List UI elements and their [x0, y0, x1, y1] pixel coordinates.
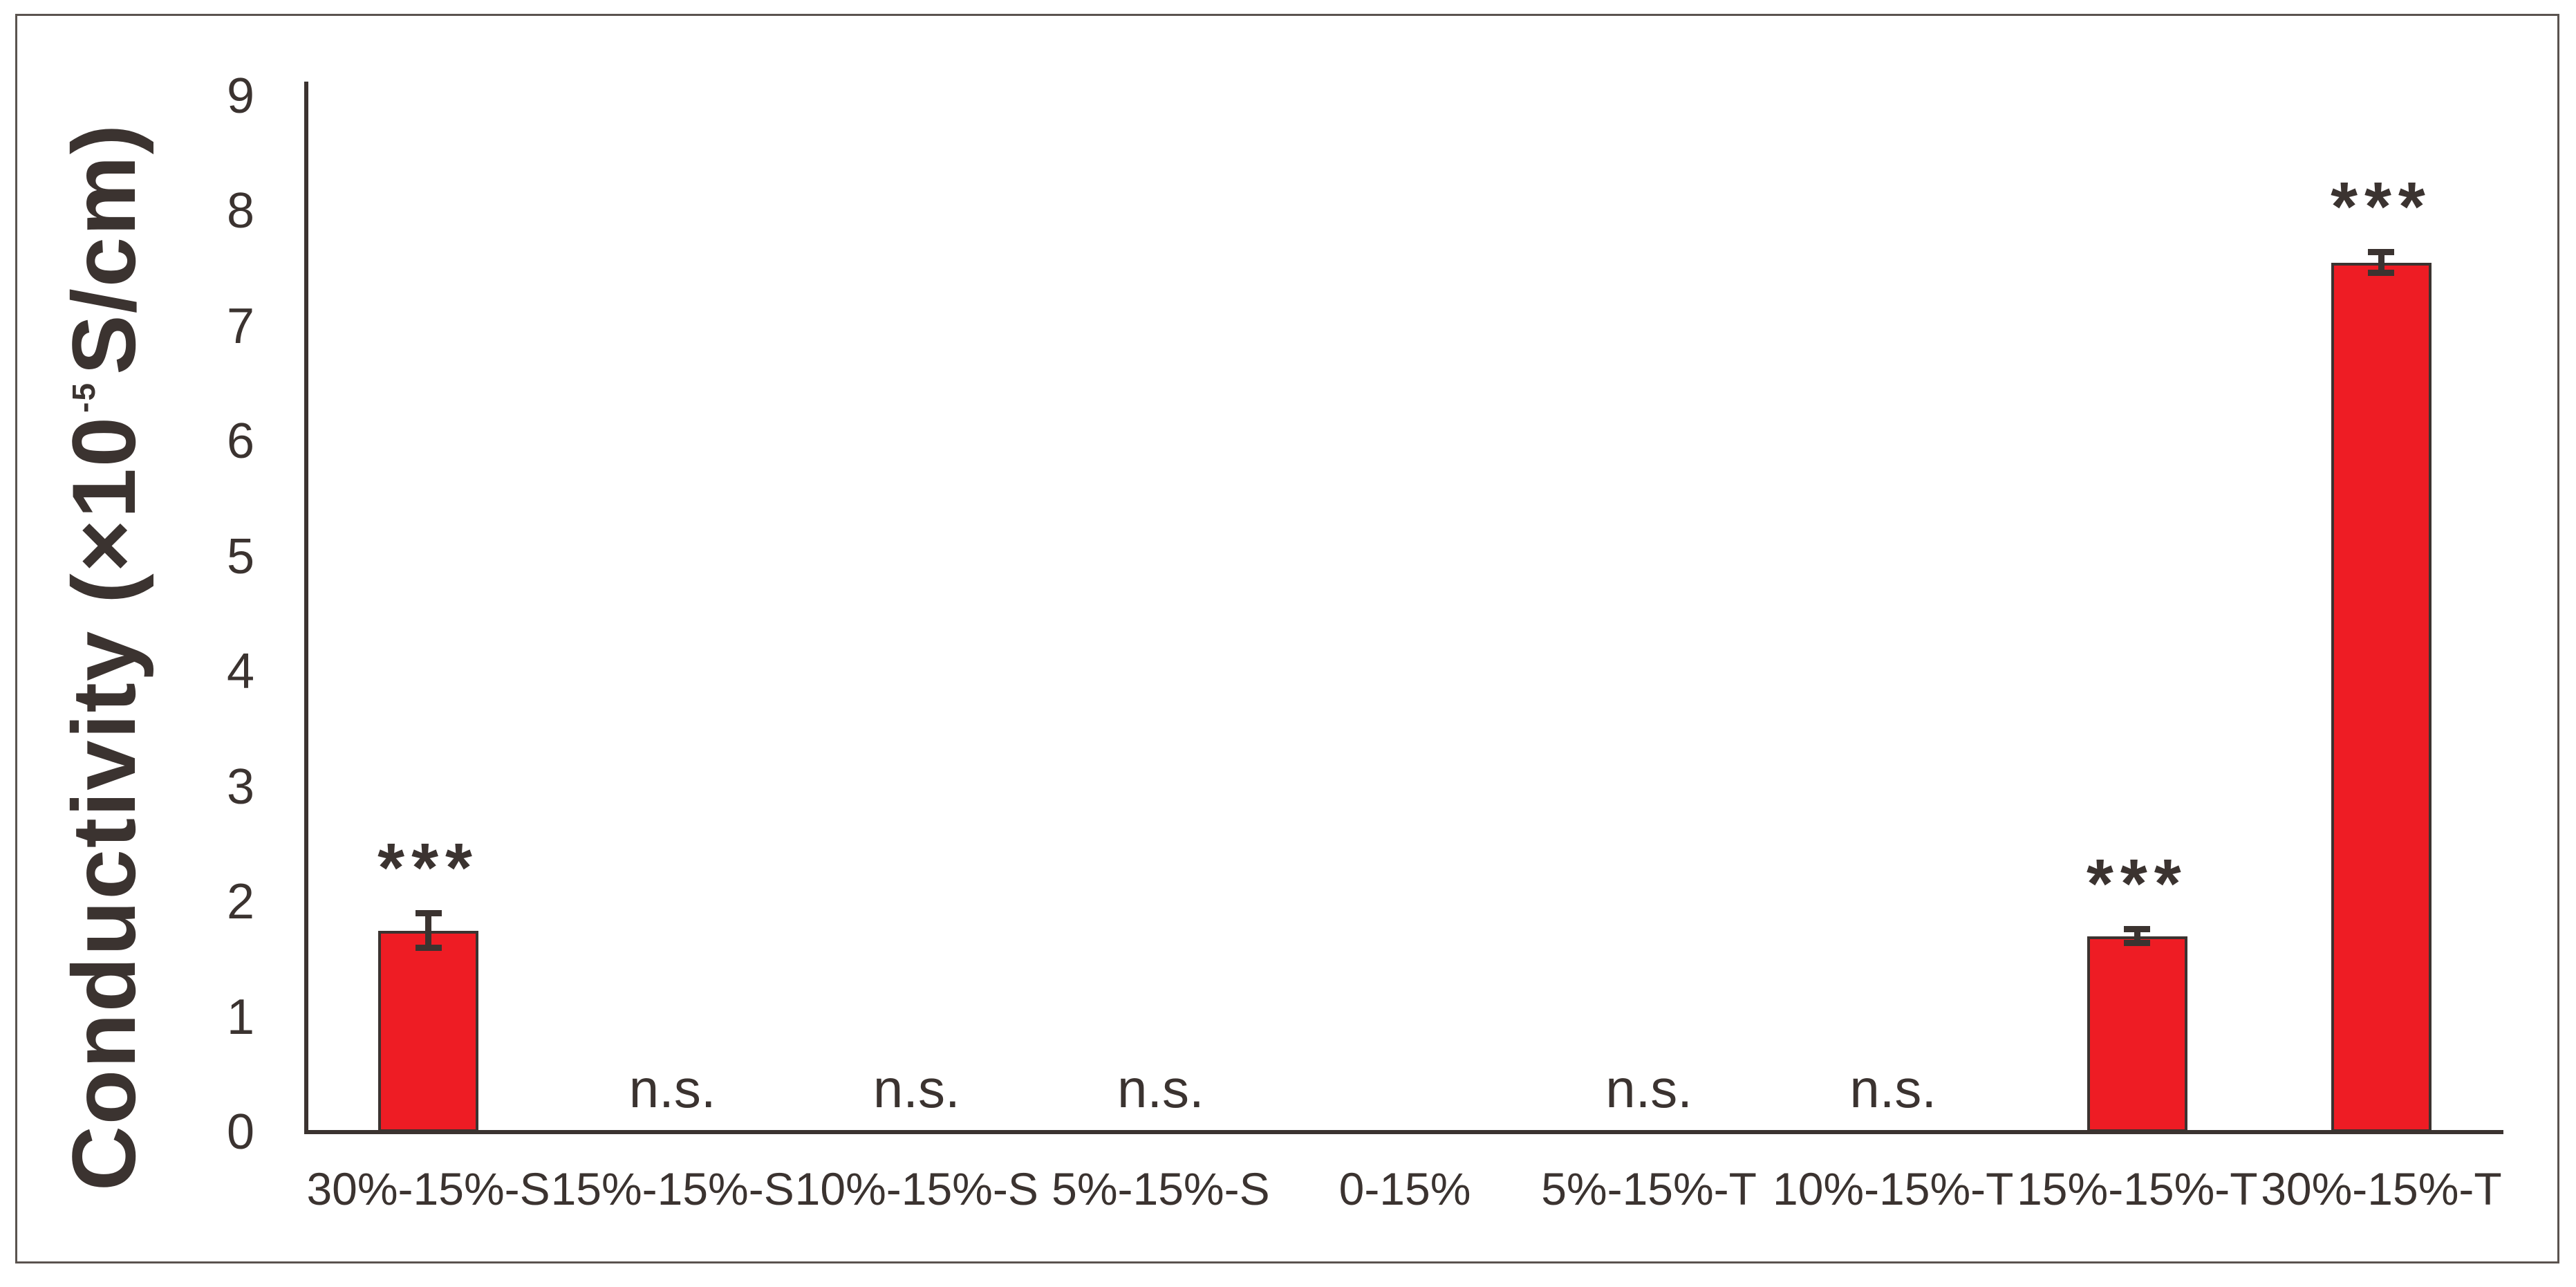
- x-category-label-15%-15%-T: 15%-15%-T: [2017, 1163, 2258, 1214]
- significance-stars-30%-15%-S: ***: [377, 828, 479, 907]
- y-tick-label-5: 5: [226, 528, 254, 584]
- y-tick-label-7: 7: [226, 298, 254, 354]
- x-category-label-30%-15%-T: 30%-15%-T: [2261, 1163, 2502, 1214]
- significance-stars-30%-15%-T: ***: [2331, 167, 2432, 246]
- bar-30%-15%-S: [378, 930, 479, 1132]
- y-axis-title-prefix: Conductivity (×10: [53, 415, 154, 1192]
- x-category-label-10%-15%-S: 10%-15%-S: [794, 1163, 1038, 1214]
- y-axis-line: [304, 82, 308, 1134]
- x-category-label-5%-15%-S: 5%-15%-S: [1052, 1163, 1270, 1214]
- error-bar-cap-bottom-30%-15%-S: [415, 945, 442, 952]
- y-tick-label-0: 0: [226, 1104, 254, 1160]
- error-bar-cap-top-30%-15%-T: [2368, 249, 2395, 256]
- y-axis-title: Conductivity (×10-5 S/cm): [52, 123, 156, 1191]
- x-category-label-10%-15%-T: 10%-15%-T: [1772, 1163, 2014, 1214]
- not-significant-label-15%-15%-S: n.s.: [628, 1058, 716, 1119]
- error-bar-cap-top-30%-15%-S: [415, 910, 442, 917]
- error-bar-cap-bottom-15%-15%-T: [2124, 940, 2151, 947]
- significance-stars-15%-15%-T: ***: [2086, 844, 2188, 923]
- not-significant-label-5%-15%-T: n.s.: [1605, 1058, 1692, 1119]
- x-category-label-15%-15%-S: 15%-15%-S: [550, 1163, 794, 1214]
- y-axis-title-suffix: S/cm): [53, 122, 154, 375]
- y-tick-label-9: 9: [226, 68, 254, 124]
- error-bar-line-30%-15%-T: [2378, 252, 2384, 273]
- x-category-label-5%-15%-T: 5%-15%-T: [1541, 1163, 1757, 1214]
- y-tick-label-1: 1: [226, 989, 254, 1045]
- figure-frame: [15, 14, 2559, 1263]
- y-tick-label-4: 4: [226, 644, 254, 699]
- bar-30%-15%-T: [2331, 262, 2432, 1132]
- error-bar-line-15%-15%-T: [2134, 929, 2140, 943]
- bar-15%-15%-T: [2087, 936, 2187, 1132]
- y-tick-label-3: 3: [226, 759, 254, 815]
- x-category-label-0-15%: 0-15%: [1338, 1163, 1471, 1214]
- y-tick-label-6: 6: [226, 414, 254, 469]
- error-bar-cap-bottom-30%-15%-T: [2368, 270, 2395, 277]
- x-axis-line: [304, 1130, 2503, 1134]
- y-tick-label-8: 8: [226, 183, 254, 239]
- error-bar-line-30%-15%-S: [425, 913, 432, 948]
- not-significant-label-10%-15%-T: n.s.: [1849, 1058, 1937, 1119]
- x-category-label-30%-15%-S: 30%-15%-S: [306, 1163, 550, 1214]
- y-tick-label-2: 2: [226, 874, 254, 929]
- not-significant-label-5%-15%-S: n.s.: [1117, 1058, 1204, 1119]
- y-axis-title-superscript: -5: [66, 381, 102, 413]
- error-bar-cap-top-15%-15%-T: [2124, 926, 2151, 933]
- not-significant-label-10%-15%-S: n.s.: [872, 1058, 960, 1119]
